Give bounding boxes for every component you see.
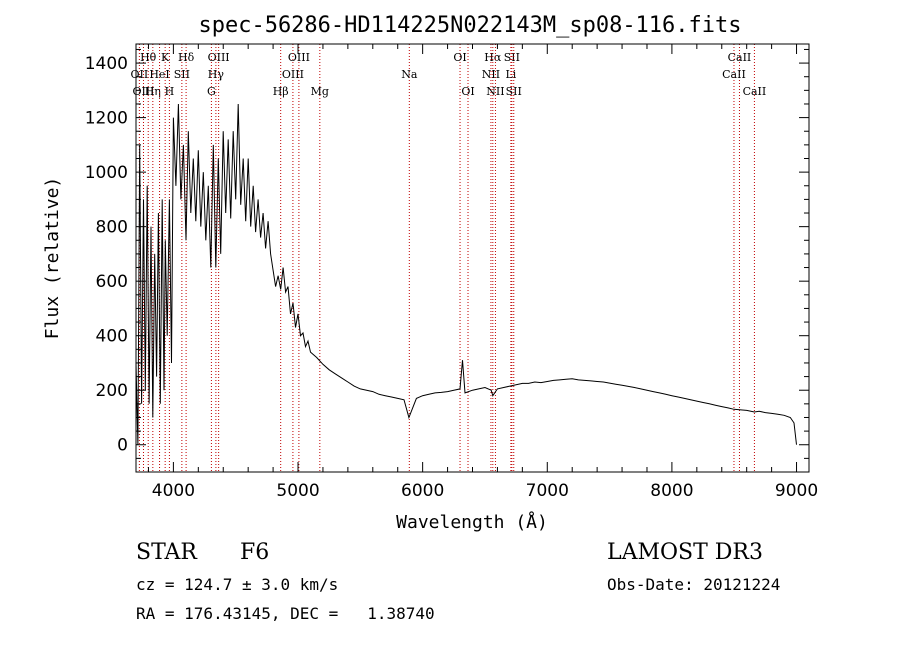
line-label-27: CaII xyxy=(743,85,767,98)
line-label-25: CaII xyxy=(728,51,752,64)
line-label-1: OII xyxy=(131,68,149,81)
chart-title: spec-56286-HD114225N022143M_sp08-116.fit… xyxy=(198,13,741,38)
y-tick-label-5: 1000 xyxy=(85,163,128,183)
line-label-17: OI xyxy=(453,51,466,64)
x-tick-label-3: 7000 xyxy=(526,481,569,501)
x-tick-label-0: 4000 xyxy=(152,481,195,501)
axes: 4000 5000 6000 7000 8000 9000 0 200 400 600 800 100… xyxy=(85,44,818,501)
object-subclass: F6 xyxy=(240,540,270,565)
x-tick-label-2: 6000 xyxy=(401,481,444,501)
y-tick-label-2: 400 xyxy=(96,327,128,347)
line-label-13: OIII xyxy=(288,51,310,64)
line-label-23: NII xyxy=(486,85,504,98)
y-tick-label-3: 600 xyxy=(96,272,128,292)
line-label-26: CaII xyxy=(722,68,746,81)
line-label-16: Na xyxy=(401,68,418,81)
line-label-6: H xyxy=(165,85,175,98)
line-label-20: SII xyxy=(504,51,520,64)
line-label-18: OI xyxy=(461,85,474,98)
redshift-velocity: cz = 124.7 ± 3.0 km/s xyxy=(136,575,339,594)
line-label-11: G xyxy=(207,85,216,98)
plot-frame xyxy=(135,43,810,473)
survey-name: LAMOST DR3 xyxy=(607,540,763,565)
spectrum-series xyxy=(135,103,797,445)
y-tick-label-4: 800 xyxy=(96,218,128,238)
line-label-4: HeI xyxy=(149,68,169,81)
line-label-24: SII xyxy=(506,85,522,98)
x-tick-label-4: 8000 xyxy=(650,481,693,501)
line-label-0: Hθ xyxy=(140,51,157,64)
line-label-15: Mg xyxy=(311,85,329,98)
line-label-14: OIII xyxy=(282,68,304,81)
line-label-10: Hγ xyxy=(208,68,225,81)
y-tick-label-6: 1200 xyxy=(85,109,128,129)
line-label-22: Li xyxy=(505,68,516,81)
series-line xyxy=(135,103,797,445)
line-label-2: OIII xyxy=(132,85,154,98)
object-class: STAR xyxy=(136,540,197,565)
observation-date: Obs-Date: 20121224 xyxy=(607,575,781,594)
line-label-3: Hη xyxy=(145,85,161,98)
x-tick-label-5: 9000 xyxy=(775,481,818,501)
line-label-5: K xyxy=(161,51,170,64)
line-label-7: SII xyxy=(174,68,190,81)
y-tick-label-0: 0 xyxy=(117,436,128,456)
x-tick-label-1: 5000 xyxy=(276,481,319,501)
line-label-21: NII xyxy=(482,68,500,81)
line-label-12: Hβ xyxy=(273,85,289,98)
line-label-8: Hδ xyxy=(178,51,195,64)
y-axis-label: Flux (relative) xyxy=(42,177,63,340)
coordinates: RA = 176.43145, DEC = 1.38740 xyxy=(136,604,435,623)
x-axis-label: Wavelength (Å) xyxy=(396,511,548,533)
line-label-9: OIII xyxy=(208,51,230,64)
line-label-19: Hα xyxy=(484,51,502,64)
y-tick-label-1: 200 xyxy=(96,381,128,401)
y-tick-label-7: 1400 xyxy=(85,54,128,74)
